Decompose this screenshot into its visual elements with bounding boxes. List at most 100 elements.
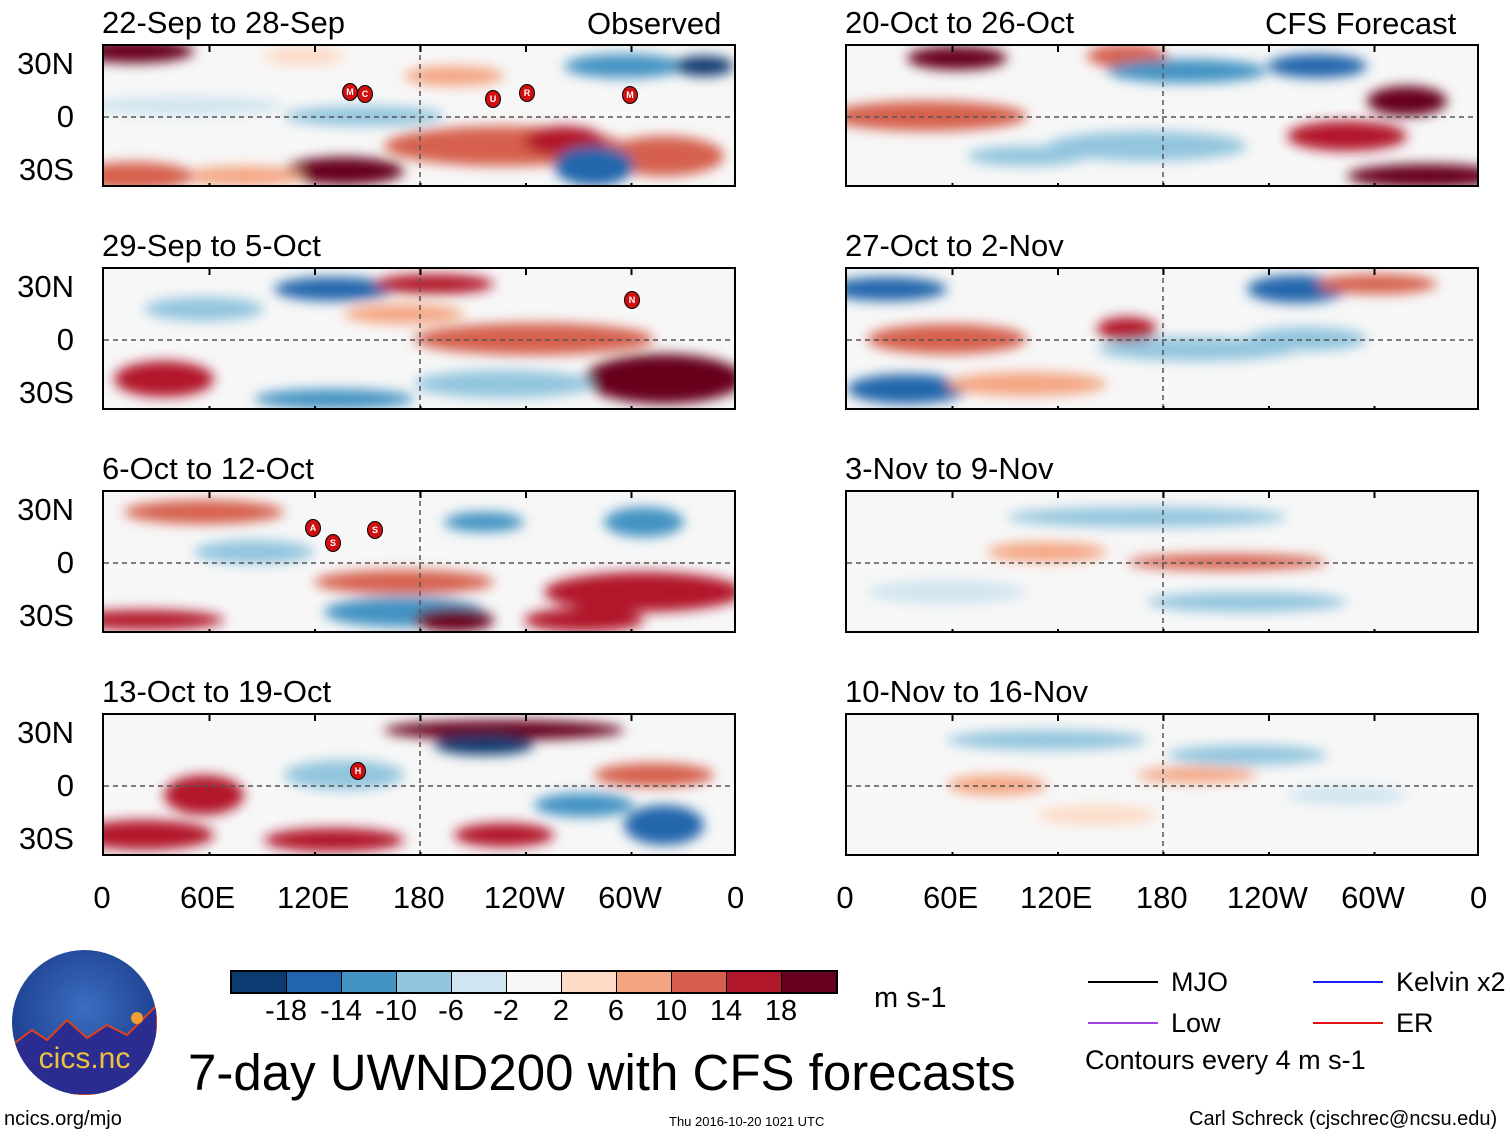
longitude-label: 180 [392, 880, 445, 915]
anomaly-region [1367, 86, 1447, 116]
longitude-label: 60W [1341, 880, 1405, 915]
tropical-cyclone-icon: M [622, 86, 638, 104]
anomaly-region [1147, 592, 1347, 612]
anomaly-region [594, 763, 714, 787]
latitude-label: 30N [17, 715, 74, 750]
latitude-label: 0 [56, 545, 74, 580]
anomaly-region [254, 389, 414, 408]
anomaly-region [434, 735, 534, 755]
anomaly-region [947, 372, 1107, 396]
latitude-label: 30N [17, 269, 74, 304]
tropical-cyclone-icon: N [624, 291, 640, 309]
anomaly-region [414, 608, 494, 631]
colorbar-swatch [342, 972, 397, 992]
anomaly-region [1347, 164, 1477, 185]
longitude-label: 0 [93, 880, 111, 915]
colorbar-tick: 14 [709, 995, 743, 1027]
legend-line [1088, 981, 1158, 983]
anomaly-region [284, 760, 404, 790]
longitude-label: 60E [923, 880, 979, 915]
anomaly-region [104, 96, 284, 116]
anomaly-region [907, 46, 1007, 70]
contours-note: Contours every 4 m s-1 [1085, 1045, 1366, 1075]
latitude-label: 0 [56, 99, 74, 134]
colorbar-tick: 10 [654, 995, 688, 1027]
longitude-label: 0 [1469, 880, 1488, 915]
panel-title: 27-Oct to 2-Nov [845, 228, 1064, 263]
anomaly-region [624, 805, 704, 845]
legend-label: Kelvin x2 [1396, 967, 1506, 997]
observed-label: Observed [587, 6, 722, 41]
mountain-icon [12, 1003, 157, 1095]
colorbar-tick: -6 [438, 995, 464, 1027]
anomaly-region [454, 823, 554, 847]
anomaly-region [1007, 507, 1287, 527]
longitude-label: 0 [726, 880, 745, 915]
latitude-label: 0 [56, 768, 74, 803]
anomaly-region [554, 146, 634, 185]
colorbar-swatch [397, 972, 452, 992]
anomaly-region [184, 166, 304, 185]
latitude-label: 30N [17, 46, 74, 81]
panel-title: 29-Sep to 5-Oct [102, 228, 321, 263]
longitude-label: 180 [1135, 880, 1188, 915]
longitude-label: 120W [1226, 880, 1308, 915]
anomaly-region [1247, 327, 1367, 351]
map-panel: N [102, 267, 736, 410]
anomaly-region [284, 157, 404, 185]
map-panel [845, 44, 1479, 187]
anomaly-region [114, 361, 214, 397]
anomaly-region [1317, 274, 1437, 294]
anomaly-region [414, 370, 594, 398]
timestamp: Thu 2016-10-20 1021 UTC [669, 1114, 825, 1129]
figure-title: 7-day UWND200 with CFS forecasts [188, 1044, 1016, 1101]
anomaly-region [264, 828, 404, 852]
anomaly-region [604, 507, 684, 537]
anomaly-region [1037, 805, 1157, 825]
panel-title: 22-Sep to 28-Sep [102, 5, 346, 40]
anomaly-region [104, 46, 194, 63]
legend-line [1313, 981, 1383, 983]
anomaly-region [104, 162, 194, 185]
legend-line [1088, 1022, 1158, 1024]
anomaly-region [1127, 554, 1327, 570]
colorbar-tick: 6 [607, 995, 625, 1027]
cics-logo: cics.nc [12, 950, 157, 1095]
anomaly-region [867, 580, 1027, 604]
legend-label: ER [1396, 1008, 1434, 1038]
anomaly-region [987, 542, 1107, 562]
forecast-label: CFS Forecast [1265, 6, 1457, 41]
colorbar-tick: 18 [764, 995, 798, 1027]
anomaly-region [284, 106, 444, 126]
map-panel [845, 713, 1479, 856]
latitude-label: 30N [17, 492, 74, 527]
anomaly-region [534, 793, 634, 817]
colorbar-tick: -10 [375, 995, 417, 1027]
anomaly-region [384, 720, 624, 740]
panel-title: 10-Nov to 16-Nov [845, 674, 1088, 709]
anomaly-region [1097, 337, 1297, 361]
colorbar-swatch [617, 972, 672, 992]
colorbar-swatch [727, 972, 782, 992]
map-panel: H [102, 713, 736, 856]
colorbar-tick: -14 [320, 995, 362, 1027]
logo-text: cics.nc [38, 1042, 131, 1075]
anomaly-region [1167, 745, 1327, 765]
longitude-label: 0 [836, 880, 854, 915]
credit: Carl Schreck (cjschrec@ncsu.edu) [1189, 1108, 1498, 1130]
anomaly-region [1287, 785, 1407, 805]
site-link[interactable]: ncics.org/mjo [4, 1108, 122, 1130]
anomaly-region [264, 46, 344, 66]
legend-label: Low [1171, 1008, 1221, 1038]
anomaly-region [1137, 767, 1257, 783]
colorbar-swatch [507, 972, 562, 992]
anomaly-region [404, 66, 504, 86]
anomaly-region [584, 354, 734, 404]
anomaly-region [104, 610, 224, 630]
anomaly-region [1287, 121, 1407, 151]
anomaly-region [444, 512, 524, 532]
anomaly-region [1097, 317, 1157, 341]
colorbar-tick: 2 [552, 995, 570, 1027]
colorbar-swatch [287, 972, 342, 992]
